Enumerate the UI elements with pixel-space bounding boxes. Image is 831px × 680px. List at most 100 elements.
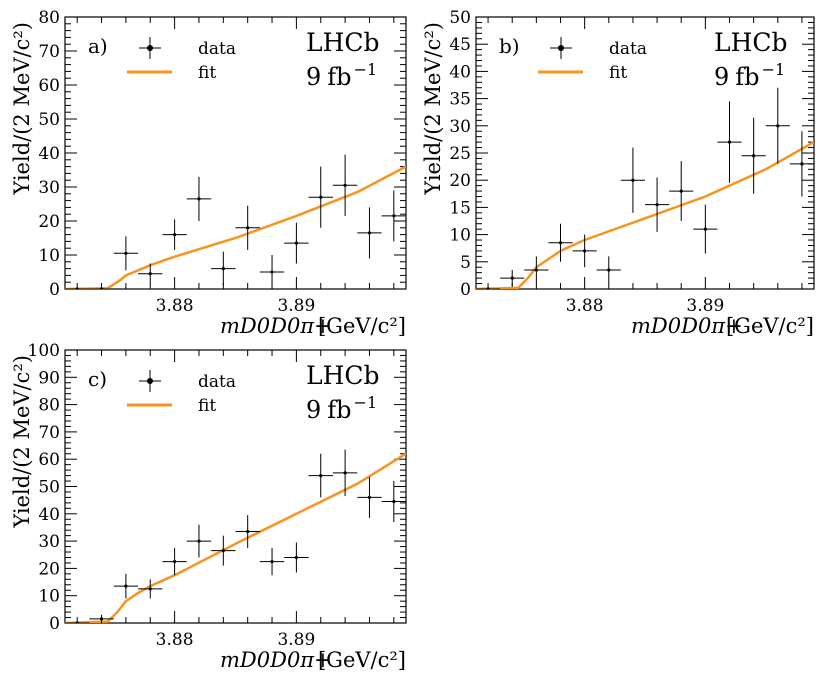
y-tick-label: 10 [38,246,60,266]
data-point-marker [246,226,250,230]
chart-panel-3: 0 10 20 30 40 50 60 70 80 90 100 3.88 3.89 c) data fit L… [10,341,407,672]
data-point-marker [124,251,128,255]
x-axis-unit: [GeV/c²] [318,648,406,672]
luminosity-label: 9 fb −1 [306,393,377,424]
y-tick-label: 20 [449,171,471,191]
data-point-marker [197,539,201,543]
data-point [620,147,645,213]
y-tick-label: 45 [449,35,471,55]
data-point [113,573,139,599]
data-point-marker [486,287,490,289]
y-tick-label: 70 [38,42,60,62]
data-point [89,614,114,623]
x-axis-unit: [GeV/c²] [726,314,814,338]
y-tick-label: 90 [38,368,60,388]
data-point [186,176,212,221]
data-point-marker [270,270,274,274]
x-axis-label: mD0D0π+ [631,314,743,338]
experiment-label: LHCb [714,28,788,57]
data-point [548,223,573,262]
y-tick-label: 80 [38,396,60,416]
legend-data-marker [147,378,153,384]
data-point-marker [558,241,563,245]
data-point [332,449,358,497]
y-tick-label: 10 [449,226,471,246]
data-point [357,476,382,518]
x-axis-label: mD0D0π+ [220,648,332,672]
y-tick-label: 30 [38,532,60,552]
data-point [89,287,114,289]
data-point-marker [294,555,298,560]
data-point-marker [367,495,372,500]
data-point-marker [221,549,225,553]
data-point-marker [99,287,104,289]
x-axis-unit: [GeV/c²] [318,314,406,338]
data-point [357,207,382,259]
data-point [259,255,285,289]
y-tick-label: 50 [38,110,60,130]
data-point [789,131,814,197]
data-point [500,269,525,287]
chart-panel-2: 0 5 10 15 20 25 30 35 40 45 50 3.88 3.89 b) data fit LHC… [421,8,827,338]
data-point-marker [824,236,827,239]
y-tick-label: 0 [49,280,60,300]
data-point-marker [343,183,347,187]
data-point [65,621,90,623]
data-point [308,166,333,228]
data-point-marker [392,499,396,504]
data-point-marker [294,241,298,245]
data-point-marker [221,267,225,271]
y-tick-label: 100 [28,341,60,361]
y-tick-label: 50 [38,478,60,498]
y-axis-label: Yield/(2 MeV/c²) [421,22,445,196]
data-point-marker [246,529,250,534]
y-tick-label: 60 [38,450,60,470]
legend-data-label: data [198,372,236,392]
data-point-marker [343,471,347,475]
data-point [332,154,358,216]
data-point [138,263,163,284]
data-point-marker [392,214,396,218]
fit-curve [476,141,814,289]
legend-fit-label: fit [609,63,627,83]
panel-label: c) [88,367,107,391]
data-point-marker [75,621,79,623]
data-point [284,542,309,573]
data-point-marker [99,617,104,621]
experiment-label: LHCb [306,361,380,390]
data-point-marker [655,203,659,207]
legend-fit-label: fit [198,63,216,83]
luminosity-label: 9 fb −1 [306,60,377,91]
data-point [524,256,549,284]
x-tick-label: 3.89 [277,630,315,650]
data-point-marker [148,272,152,276]
data-point [717,101,742,183]
data-point [65,287,90,289]
y-tick-label: 30 [38,178,60,198]
panel-label: b) [499,34,520,58]
data-point-marker [148,587,152,591]
y-tick-label: 15 [449,198,471,218]
y-tick-label: 30 [449,117,471,137]
panel-label: a) [88,34,108,58]
data-point-marker [631,178,635,182]
data-point-marker [776,124,780,128]
fit-curve [65,452,406,623]
data-point [284,222,309,264]
data-point-marker [319,195,323,199]
x-tick-label: 3.88 [156,630,194,650]
data-point-marker [319,473,323,478]
y-tick-label: 5 [460,253,471,273]
x-tick-label: 3.88 [156,296,194,316]
y-tick-label: 10 [38,587,60,607]
y-tick-label: 40 [449,62,471,82]
y-axis-label: Yield/(2 MeV/c²) [10,355,34,529]
experiment-label: LHCb [306,28,380,57]
data-point [235,515,260,548]
data-point [235,205,260,250]
x-axis-label: mD0D0π+ [220,314,332,338]
data-point [645,177,670,232]
chart-panel-1: 0 10 20 30 40 50 60 70 80 3.88 3.89 a) data fit LHCb 9 f… [10,8,407,338]
data-point-marker [510,276,514,280]
